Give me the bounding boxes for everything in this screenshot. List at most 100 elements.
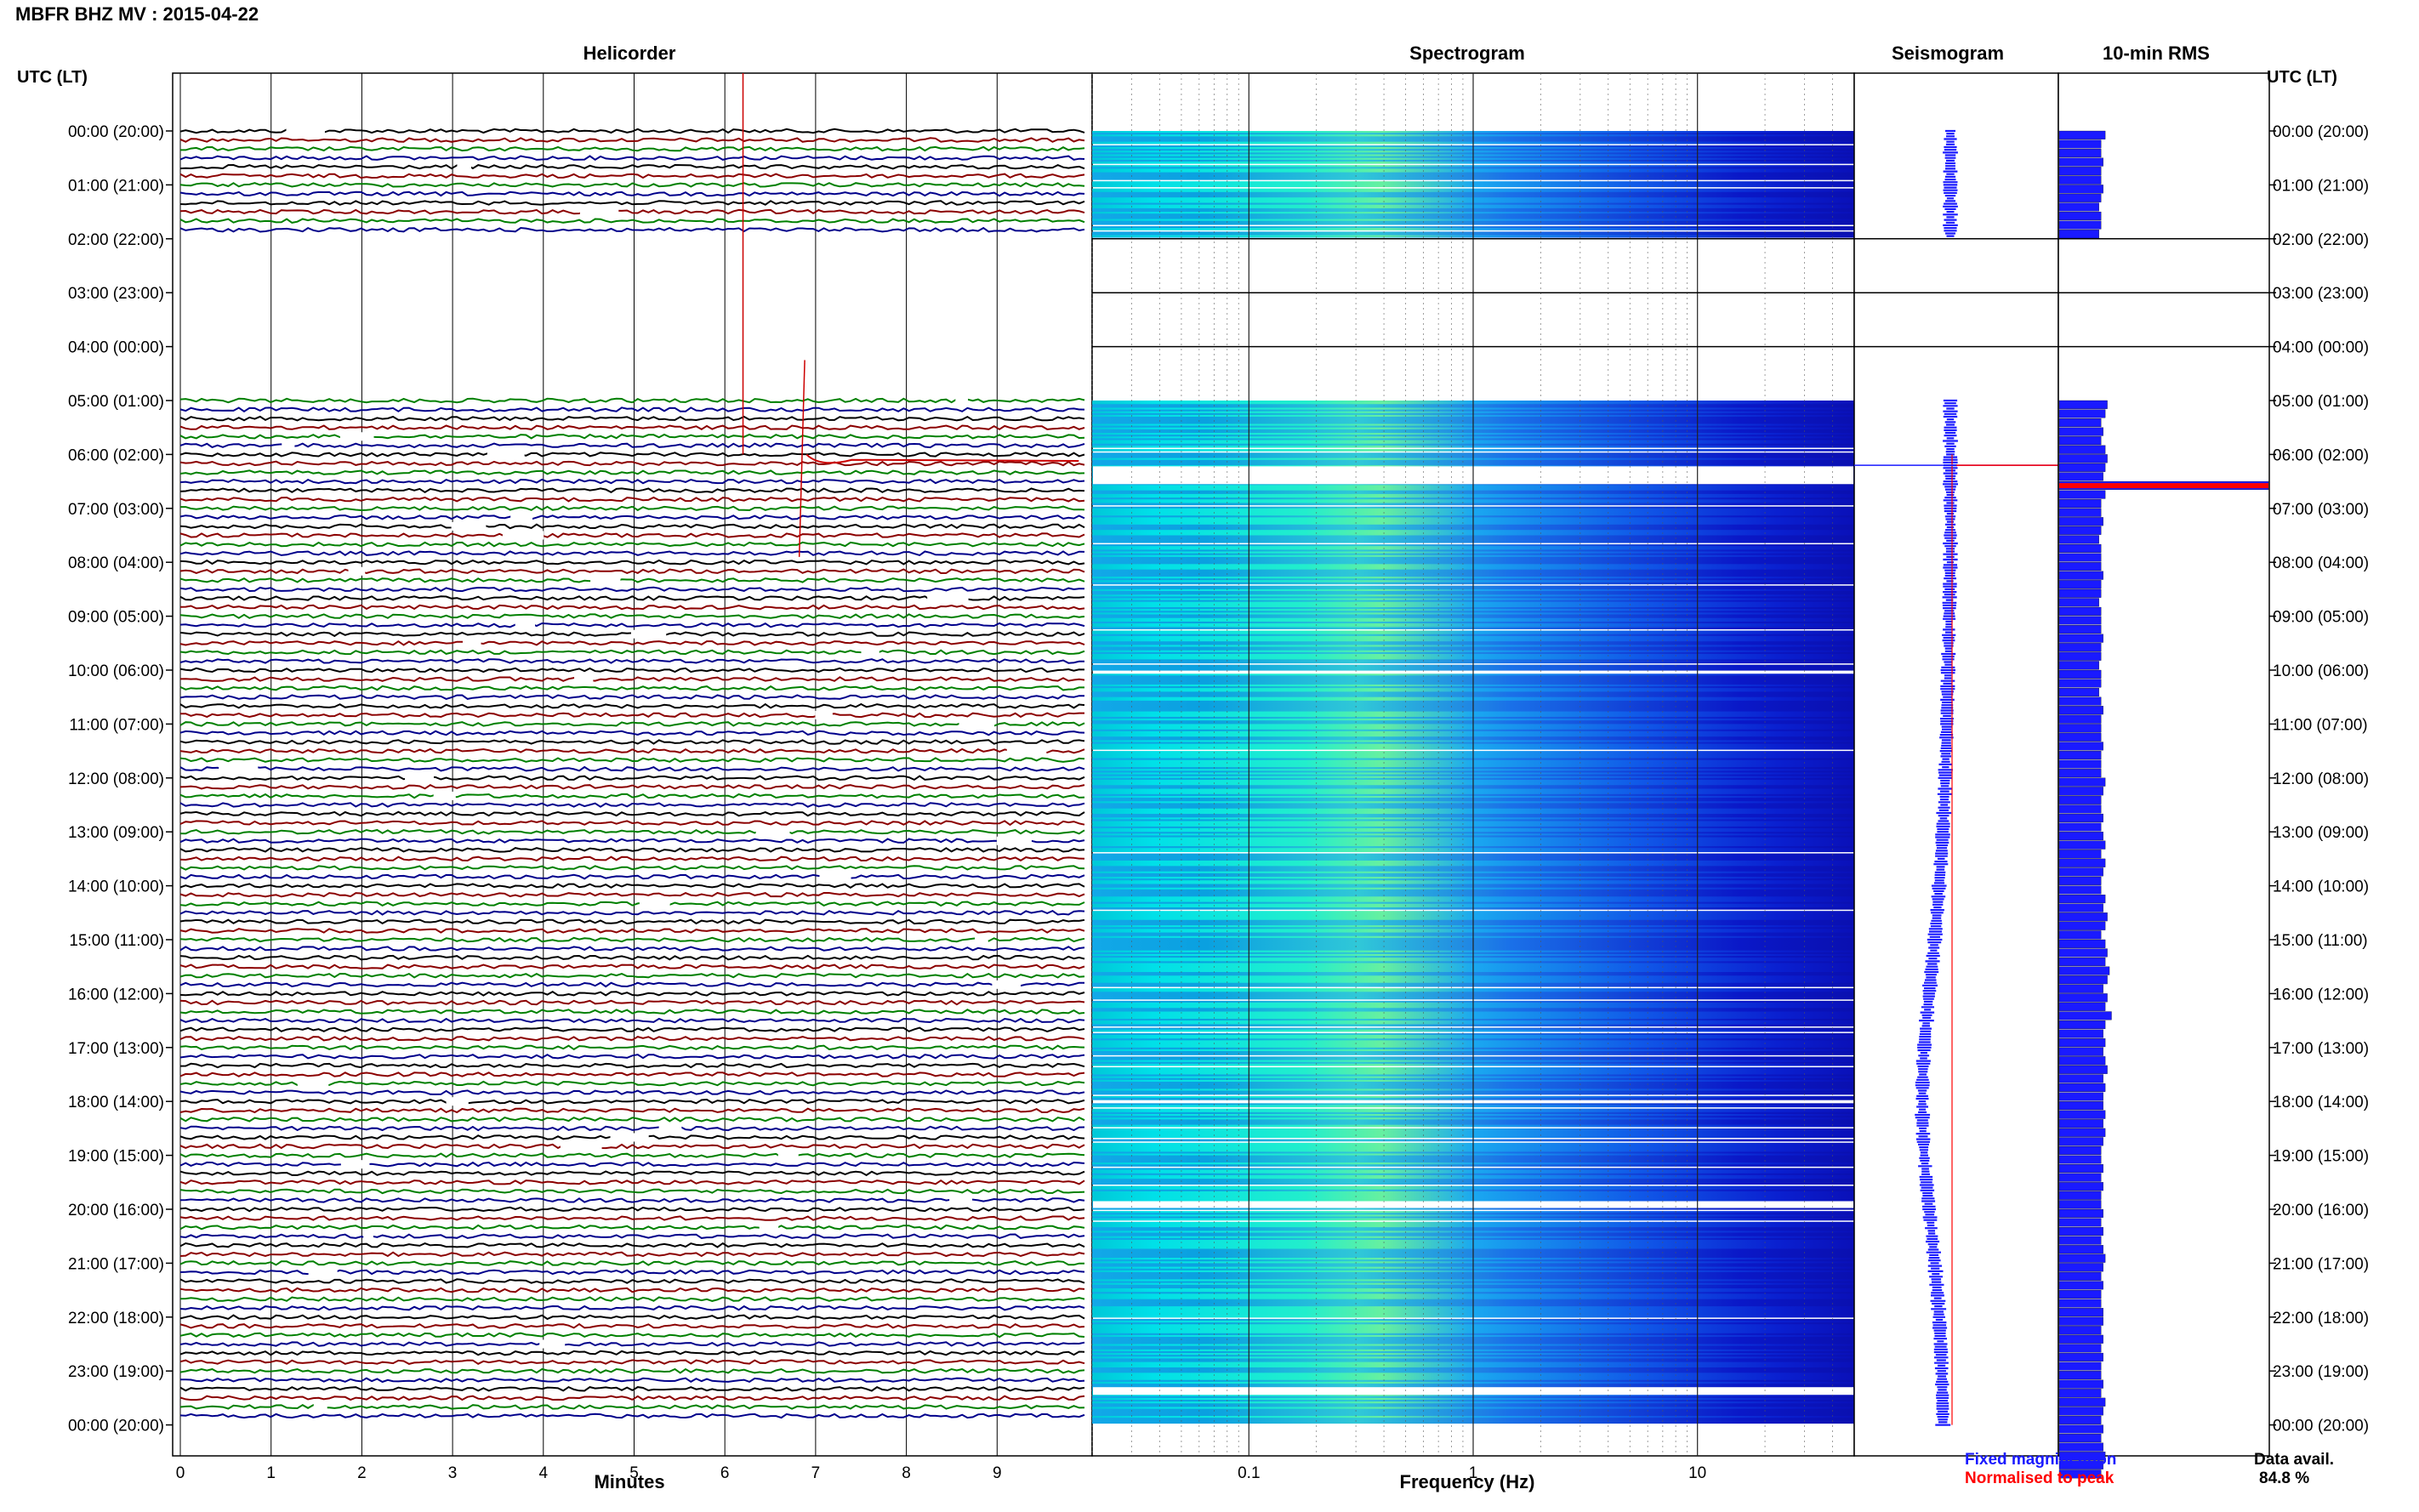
helicorder-trace [179, 1341, 1085, 1347]
time-label-left: 12:00 (08:00) [68, 770, 164, 788]
time-label-right: 03:00 (23:00) [2273, 285, 2369, 303]
time-label-right: 16:00 (12:00) [2273, 986, 2369, 1003]
seismogram-title: Seismogram [1891, 43, 2005, 64]
time-label-right: 18:00 (14:00) [2273, 1094, 2369, 1111]
rms-bar [2058, 588, 2102, 598]
rms-bar [2058, 418, 2102, 428]
rms-bar [2058, 526, 2102, 535]
time-label-right: 05:00 (01:00) [2273, 393, 2369, 411]
rms-bar [2058, 157, 2103, 167]
helicorder-trace [179, 532, 1085, 538]
rms-bar [2058, 867, 2103, 877]
helicorder-tick-label: 7 [811, 1464, 821, 1482]
rms-bar [2058, 1299, 2102, 1308]
time-label-left: 22:00 (18:00) [68, 1310, 164, 1327]
helicorder-trace [179, 1359, 1085, 1365]
helicorder-data-gap [610, 1133, 649, 1142]
time-label-right: 00:00 (20:00) [2273, 1418, 2369, 1435]
rms-bar [2058, 1101, 2103, 1111]
spectrogram-tick-label: 0.1 [1238, 1464, 1260, 1482]
helicorder-trace [179, 963, 1085, 969]
helicorder-trace [179, 568, 1085, 575]
time-label-right: 19:00 (15:00) [2273, 1148, 2369, 1166]
rms-bar [2058, 975, 2108, 985]
rms-bar [2058, 148, 2102, 158]
helicorder-data-gap [502, 531, 544, 540]
rms-bar [2058, 1110, 2106, 1119]
helicorder-trace [179, 1395, 1085, 1401]
helicorder-data-gap [348, 566, 366, 576]
rms-bar [2058, 858, 2106, 867]
helicorder-trace [179, 137, 1085, 143]
rms-bar [2058, 1047, 2103, 1056]
rms-bar [2058, 669, 2102, 679]
helicorder-trace [179, 793, 1085, 799]
helicorder-trace [179, 1233, 1085, 1239]
helicorder-trace [179, 622, 1085, 628]
helicorder-data-gap [959, 719, 995, 729]
time-label-right: 11:00 (07:00) [2273, 716, 2368, 734]
rms-bar [2058, 1029, 2103, 1038]
helicorder-trace [180, 1377, 1085, 1384]
rms-bar [2058, 813, 2103, 822]
rms-bar [2058, 543, 2102, 553]
rms-bar [2058, 1361, 2102, 1371]
utc-header-left: UTC (LT) [17, 68, 88, 87]
helicorder-trace [179, 891, 1085, 898]
helicorder-trace [179, 954, 1085, 961]
page-title: MBFR BHZ MV : 2015-04-22 [15, 3, 259, 25]
helicorder-data-gap [286, 127, 325, 135]
helicorder-trace [179, 550, 1085, 557]
time-axis [166, 130, 2276, 1426]
helicorder-trace [179, 649, 1085, 656]
helicorder-trace [179, 1215, 1085, 1221]
data-avail-value: 84.8 % [2259, 1469, 2310, 1487]
helicorder-trace [179, 946, 1085, 952]
rms-bar [2058, 167, 2102, 176]
helicorder-trace [179, 820, 1085, 827]
rms-bar [2058, 804, 2102, 814]
rms-bar [2058, 427, 2103, 436]
data-availability: Data avail. 84.8 % [2254, 1451, 2334, 1488]
rms-title: 10-min RMS [2103, 43, 2210, 64]
rms-bar [2058, 795, 2102, 804]
helicorder-trace [179, 667, 1085, 674]
rms-bar [2058, 1236, 2102, 1245]
time-label-left: 01:00 (21:00) [68, 177, 164, 195]
helicorder-data-gap [219, 765, 259, 774]
rms-bar [2058, 1389, 2102, 1398]
time-label-left: 15:00 (11:00) [69, 932, 164, 950]
helicorder-trace [179, 1143, 1085, 1150]
helicorder-trace [179, 928, 1085, 934]
helicorder-trace [179, 1206, 1085, 1213]
helicorder-trace [179, 918, 1085, 925]
helicorder-trace [179, 514, 1085, 520]
rms-bar [2058, 724, 2102, 733]
time-label-right: 04:00 (00:00) [2273, 339, 2369, 357]
helicorder-data-gap [487, 450, 525, 459]
rms-bar [2058, 1281, 2103, 1290]
rms-peak-bar [2059, 483, 2268, 489]
rms-bar [2058, 769, 2102, 778]
helicorder-trace [179, 855, 1085, 862]
helicorder-trace [179, 909, 1085, 916]
helicorder-data-gap [949, 1196, 973, 1205]
helicorder-trace [179, 1367, 1085, 1374]
rms-bar [2058, 706, 2103, 715]
helicorder-trace [179, 433, 1085, 440]
helicorder-data-gap [339, 432, 374, 441]
helicorder-trace [179, 1322, 1085, 1329]
rms-bar [2058, 1020, 2106, 1030]
helicorder-trace [179, 1242, 1085, 1248]
rms-bar [2058, 1119, 2103, 1128]
time-label-left: 18:00 (14:00) [68, 1094, 164, 1111]
helicorder-trace [180, 712, 1084, 719]
rms-bar [2058, 966, 2110, 975]
helicorder-data-gap [975, 935, 988, 944]
rms-bar [2058, 1352, 2103, 1361]
utc-header-right: UTC (LT) [2267, 68, 2337, 87]
helicorder-trace [179, 226, 1085, 233]
rms-bar [2058, 445, 2106, 454]
rms-bar [2058, 921, 2106, 930]
spectrogram-panel [1091, 72, 1855, 1457]
